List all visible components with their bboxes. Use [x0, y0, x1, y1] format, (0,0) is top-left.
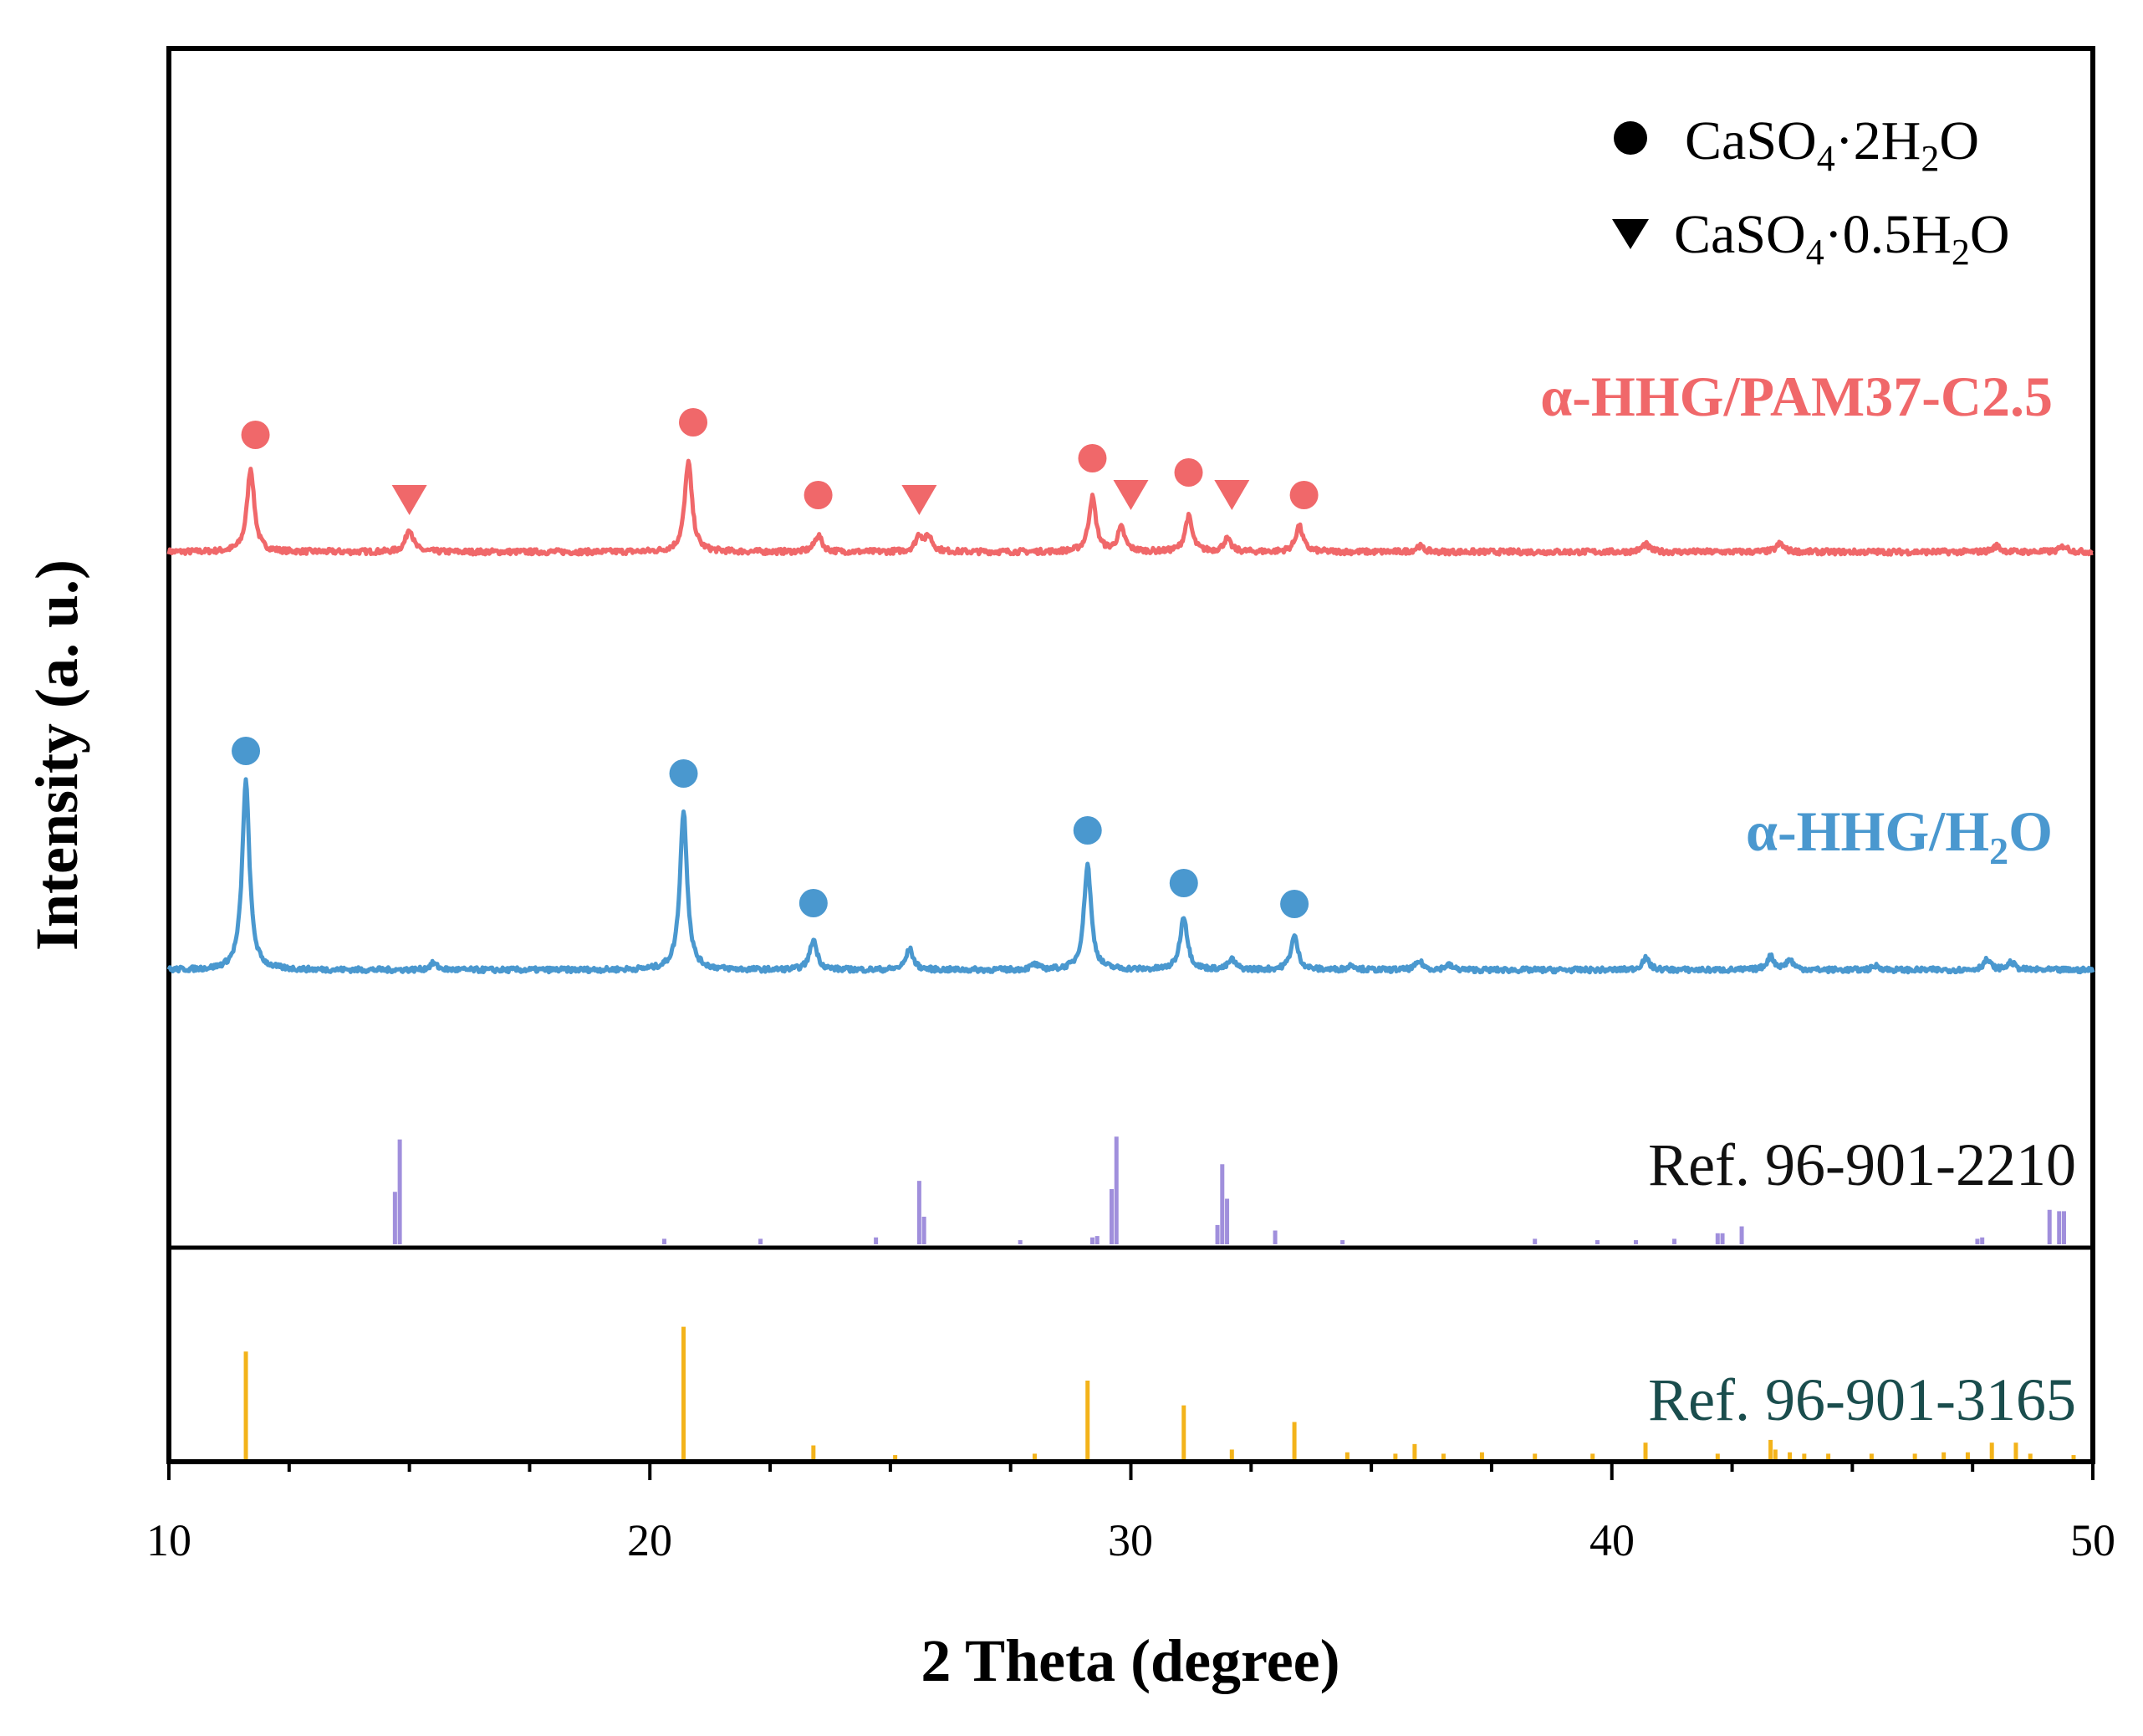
reference-sticks [243, 1136, 2076, 1459]
legend-circle-marker [1614, 121, 1647, 155]
x-axis-title: 2 Theta (degree) [921, 1627, 1339, 1694]
x-axis-tick-labels: 10 20 30 40 50 [146, 1515, 2115, 1565]
series-label-h2o-tail: O [2008, 799, 2053, 863]
reference-label-3165: Ref. 96-901-3165 [1648, 1366, 2076, 1433]
series-line [166, 458, 2095, 557]
peak-marker-circle [232, 737, 261, 765]
peak-marker-circle [669, 759, 698, 788]
legend-text-mid: ·2H [1835, 110, 1921, 171]
legend-text-mid: ·0.5H [1824, 204, 1952, 265]
peak-marker-circle [1078, 444, 1107, 472]
peak-marker-circle [1073, 816, 1102, 845]
series-layer [166, 458, 2095, 975]
legend-text-main: CaSO [1674, 204, 1806, 265]
legend-text-sub: 4 [1817, 138, 1835, 179]
x-tick-label: 40 [1589, 1515, 1635, 1565]
legend-triangle-marker [1612, 219, 1649, 249]
peak-marker-triangle [1113, 480, 1149, 510]
legend-text-tail: O [1939, 110, 1979, 171]
reference-label-2210: Ref. 96-901-2210 [1648, 1131, 2076, 1198]
peak-marker-circle [679, 408, 708, 437]
peak-marker-triangle [901, 485, 937, 515]
series-line [166, 777, 2095, 975]
legend-entry-hemihydrate: CaSO4·0.5H2O [1674, 204, 2010, 273]
series-label-h2o-sub: 2 [1989, 830, 2008, 872]
peak-marker-triangle [1214, 480, 1250, 510]
peak-marker-circle [1280, 890, 1309, 918]
x-axis-ticks [167, 1462, 2095, 1480]
x-tick-label: 30 [1108, 1515, 1153, 1565]
peak-marker-circle [1174, 458, 1203, 487]
peak-markers [232, 408, 1319, 918]
peak-marker-triangle [391, 485, 427, 515]
x-tick-label: 10 [146, 1515, 191, 1565]
legend-text-tail: O [1970, 204, 2010, 265]
series-label-h2o-main: α-HHG/H [1746, 799, 1989, 863]
legend-text-main: CaSO [1685, 110, 1817, 171]
peak-marker-circle [1169, 869, 1198, 897]
peak-marker-circle [799, 889, 828, 917]
peak-marker-circle [1289, 481, 1319, 509]
legend-text-sub: 2 [1952, 232, 1970, 273]
legend: CaSO4·2H2O CaSO4·0.5H2O [1612, 110, 2010, 273]
y-axis-title: Intensity (a. u.) [23, 559, 90, 951]
series-label-pam: α-HHG/PAM37-C2.5 [1540, 365, 2053, 428]
legend-entry-dihydrate: CaSO4·2H2O [1685, 110, 1979, 179]
legend-text-sub: 2 [1921, 138, 1939, 179]
peak-marker-circle [804, 481, 833, 509]
series-label-h2o: α-HHG/H2O [1746, 799, 2053, 872]
peak-marker-circle [241, 421, 270, 449]
x-tick-label: 50 [2070, 1515, 2115, 1565]
legend-text-sub: 4 [1806, 232, 1824, 273]
x-tick-label: 20 [627, 1515, 672, 1565]
